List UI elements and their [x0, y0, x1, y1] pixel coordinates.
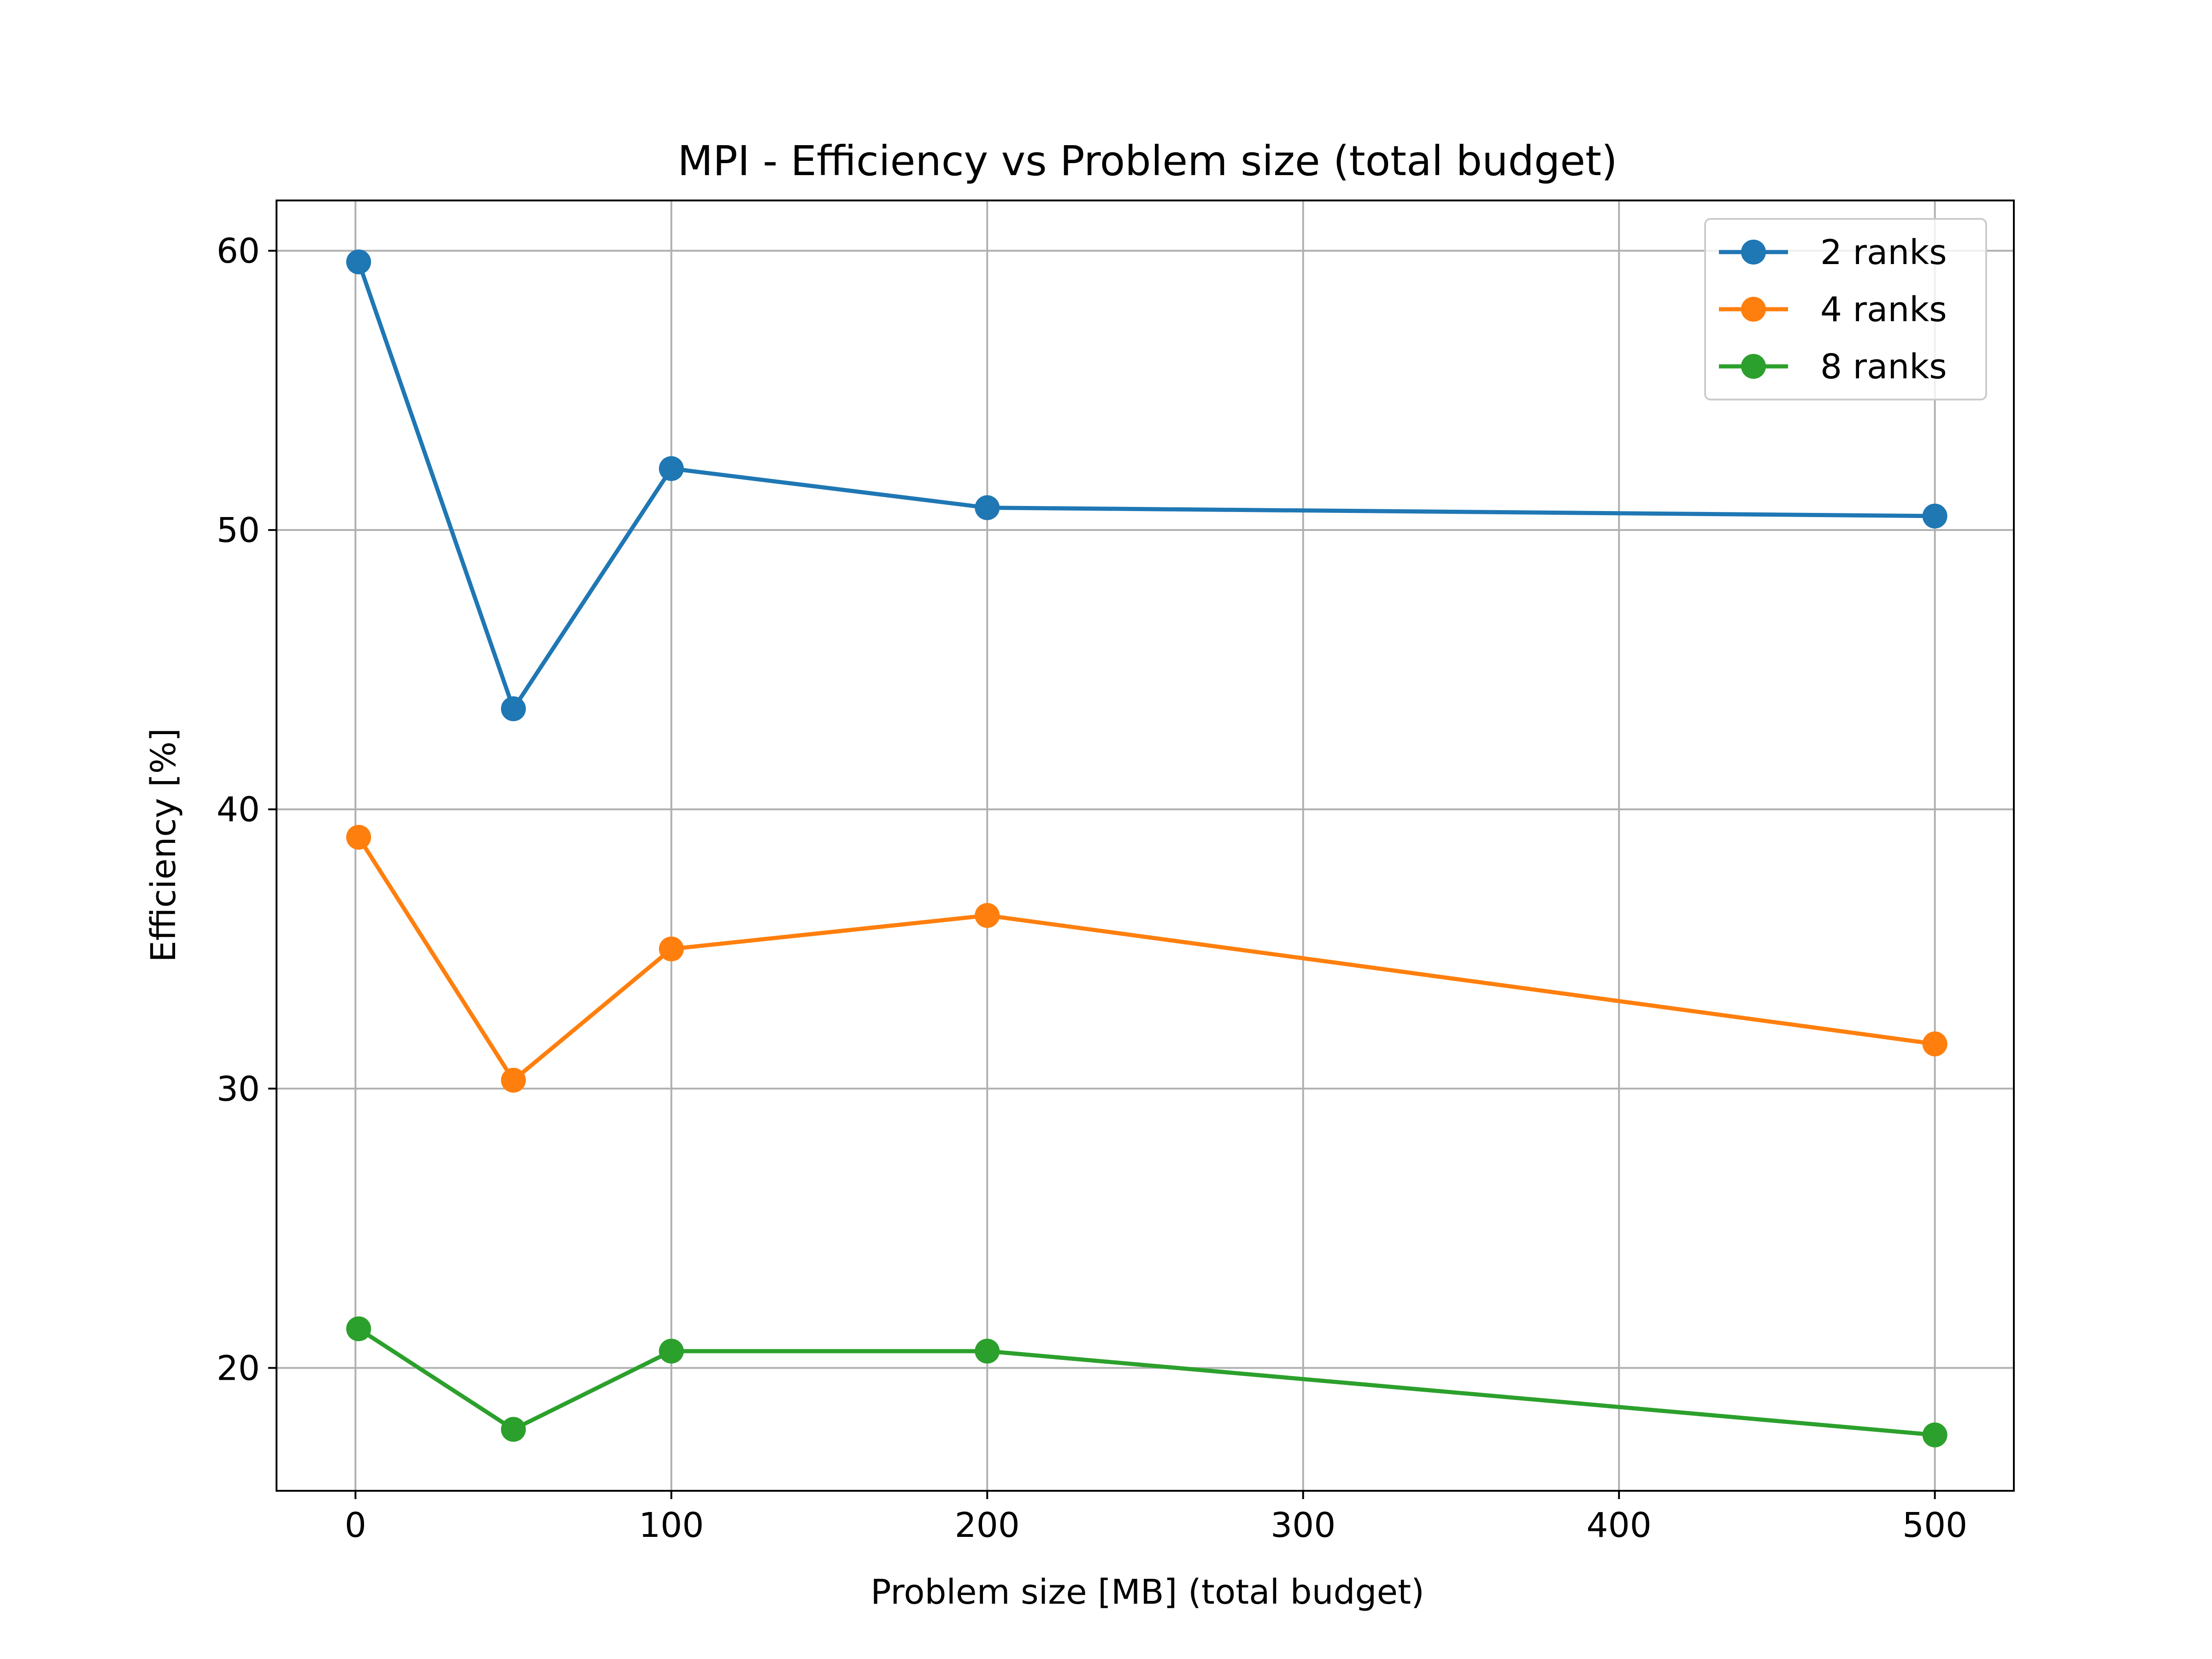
data-point-2-ranks: [975, 495, 1000, 520]
y-tick-label: 30: [217, 1069, 260, 1109]
y-axis-label: Efficiency [%]: [144, 728, 183, 962]
x-tick-label: 100: [639, 1506, 704, 1545]
ticks: 0 100 200 300 400 500 20 30 40 50 60: [217, 231, 1967, 1545]
legend-marker: [1741, 297, 1766, 322]
data-point-4-ranks: [975, 903, 1000, 928]
data-point-2-ranks: [501, 696, 526, 722]
legend-item-4-ranks: 4 ranks: [1719, 290, 1947, 329]
series-2-ranks: [346, 249, 1947, 722]
data-point-4-ranks: [346, 824, 371, 850]
y-tick-label: 50: [217, 511, 260, 550]
legend-item-8-ranks: 8 ranks: [1719, 347, 1947, 387]
y-tick-label: 20: [217, 1348, 260, 1388]
x-tick-label: 200: [955, 1506, 1020, 1545]
plot-frame: [276, 200, 2015, 1492]
legend-marker: [1741, 354, 1766, 379]
legend-label: 4 ranks: [1820, 290, 1947, 329]
series-layer: [346, 249, 1947, 1447]
legend-frame: [1704, 218, 1987, 400]
legend-marker: [1741, 240, 1766, 265]
data-point-2-ranks: [1922, 503, 1947, 529]
data-point-2-ranks: [659, 456, 684, 481]
series-8-ranks: [346, 1316, 1947, 1447]
x-tick-label: 500: [1902, 1506, 1967, 1545]
data-point-8-ranks: [659, 1338, 684, 1364]
data-point-2-ranks: [346, 249, 371, 275]
data-point-8-ranks: [346, 1316, 371, 1341]
data-point-8-ranks: [975, 1338, 1000, 1364]
x-tick-label: 0: [345, 1506, 366, 1545]
chart-title: MPI - Efficiency vs Problem size (total …: [677, 137, 1618, 185]
data-point-8-ranks: [501, 1417, 526, 1442]
y-tick-label: 60: [217, 231, 260, 271]
data-point-4-ranks: [659, 936, 684, 962]
x-tick-label: 300: [1271, 1506, 1335, 1545]
legend-item-2-ranks: 2 ranks: [1719, 233, 1947, 272]
data-point-4-ranks: [1922, 1031, 1947, 1057]
y-tick-label: 40: [217, 790, 260, 830]
series-4-ranks: [346, 824, 1947, 1093]
data-point-4-ranks: [501, 1068, 526, 1093]
legend-label: 2 ranks: [1820, 233, 1947, 272]
x-tick-label: 400: [1587, 1506, 1652, 1545]
legend-label: 8 ranks: [1820, 347, 1947, 387]
legend: 2 ranks 4 ranks 8 ranks: [1704, 218, 1987, 400]
data-point-8-ranks: [1922, 1422, 1947, 1447]
x-axis-label: Problem size [MB] (total budget): [871, 1572, 1424, 1612]
